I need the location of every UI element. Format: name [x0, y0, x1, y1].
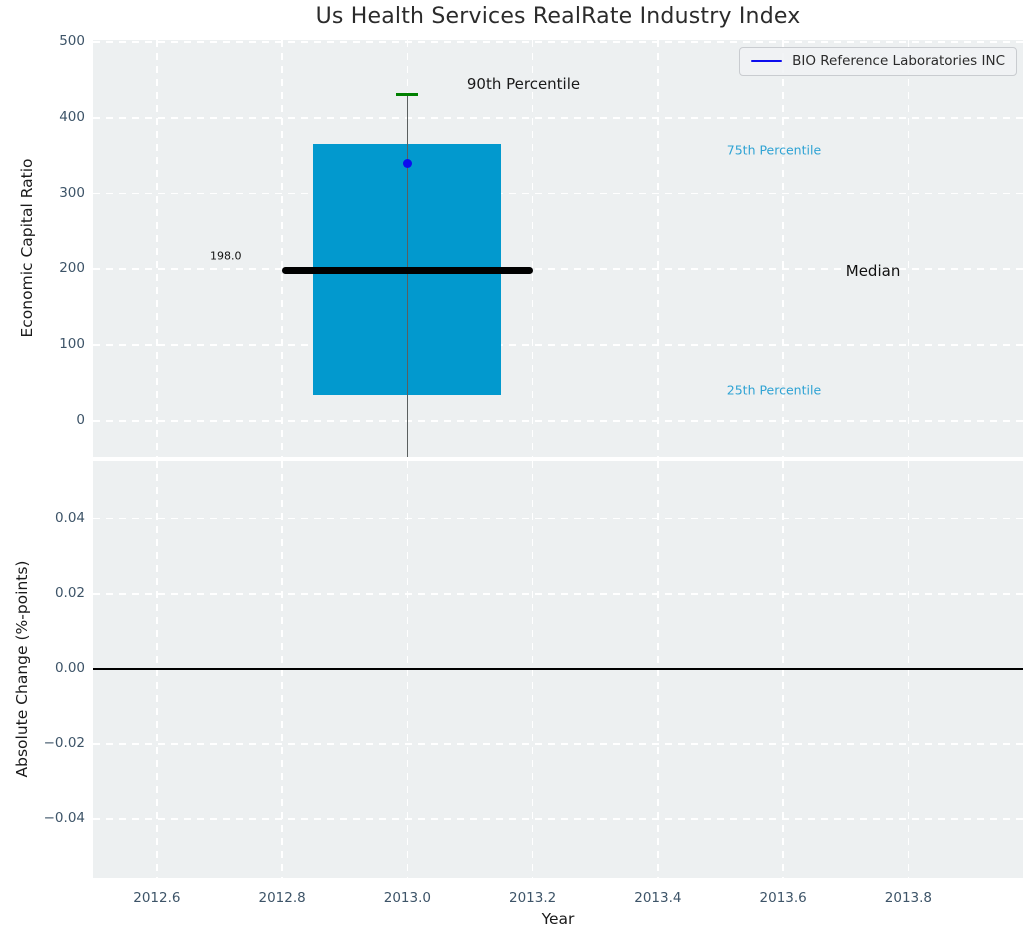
- gridline-y-0.02: [93, 592, 1023, 595]
- gridline-y-400: [93, 117, 1023, 119]
- y-tick-label: 100: [59, 335, 85, 352]
- gridline-y-0.04: [93, 517, 1023, 520]
- gridline-x-2013.4: [657, 40, 659, 457]
- legend-line-sample: [751, 59, 783, 63]
- p90-cap: [396, 92, 419, 96]
- y-tick-label: 0.00: [54, 659, 85, 676]
- gridline-x-2013.8: [907, 40, 910, 457]
- x-tick-label: 2012.8: [258, 890, 306, 906]
- annotation-median-value: 198.0: [210, 249, 242, 263]
- median-line: [282, 267, 533, 275]
- gridline-y-−0.02: [93, 743, 1023, 745]
- y-tick-label: 200: [59, 260, 85, 277]
- x-tick-label: 2013.6: [759, 890, 807, 906]
- gridline-y-−0.04: [93, 818, 1023, 821]
- x-tick-label: 2013.0: [383, 890, 431, 906]
- top-axes: BIO Reference Laboratories INC 90th Perc…: [93, 40, 1023, 457]
- legend: BIO Reference Laboratories INC: [739, 47, 1017, 76]
- y-tick-label: 500: [59, 33, 85, 50]
- annotation-p75-label: 75th Percentile: [726, 142, 822, 158]
- data-point-bio: [402, 158, 412, 168]
- bottom-axes: [93, 461, 1023, 878]
- y-tick-label: 0.02: [54, 584, 85, 601]
- y-tick-label: 0: [76, 411, 85, 428]
- gridline-x-2012.8: [281, 40, 283, 457]
- x-tick-label: 2012.6: [133, 890, 181, 906]
- zero-line: [93, 668, 1023, 670]
- x-tick-label: 2013.2: [509, 890, 557, 906]
- annotation-median-label: Median: [845, 261, 901, 280]
- gridline-y-300: [93, 192, 1023, 195]
- whisker-line: [406, 94, 408, 457]
- annotation-p90-label: 90th Percentile: [466, 74, 581, 93]
- chart-title: Us Health Services RealRate Industry Ind…: [315, 4, 801, 29]
- x-tick-label: 2013.4: [634, 890, 682, 906]
- gridline-y-0: [93, 419, 1023, 422]
- x-tick-label: 2013.8: [884, 890, 933, 906]
- legend-label: BIO Reference Laboratories INC: [792, 53, 1005, 69]
- y-tick-label: −0.04: [43, 810, 85, 827]
- y-tick-label: 400: [59, 108, 85, 125]
- gridline-x-2013.2: [531, 40, 534, 457]
- x-axis-label: Year: [541, 910, 575, 928]
- y-tick-label: −0.02: [43, 735, 85, 752]
- annotation-p25-label: 25th Percentile: [726, 382, 822, 398]
- gridline-y-100: [93, 344, 1023, 346]
- y-tick-label: 0.04: [54, 509, 85, 526]
- y-tick-label: 300: [59, 184, 85, 201]
- gridline-y-500: [93, 41, 1023, 44]
- gridline-x-2012.6: [156, 40, 158, 457]
